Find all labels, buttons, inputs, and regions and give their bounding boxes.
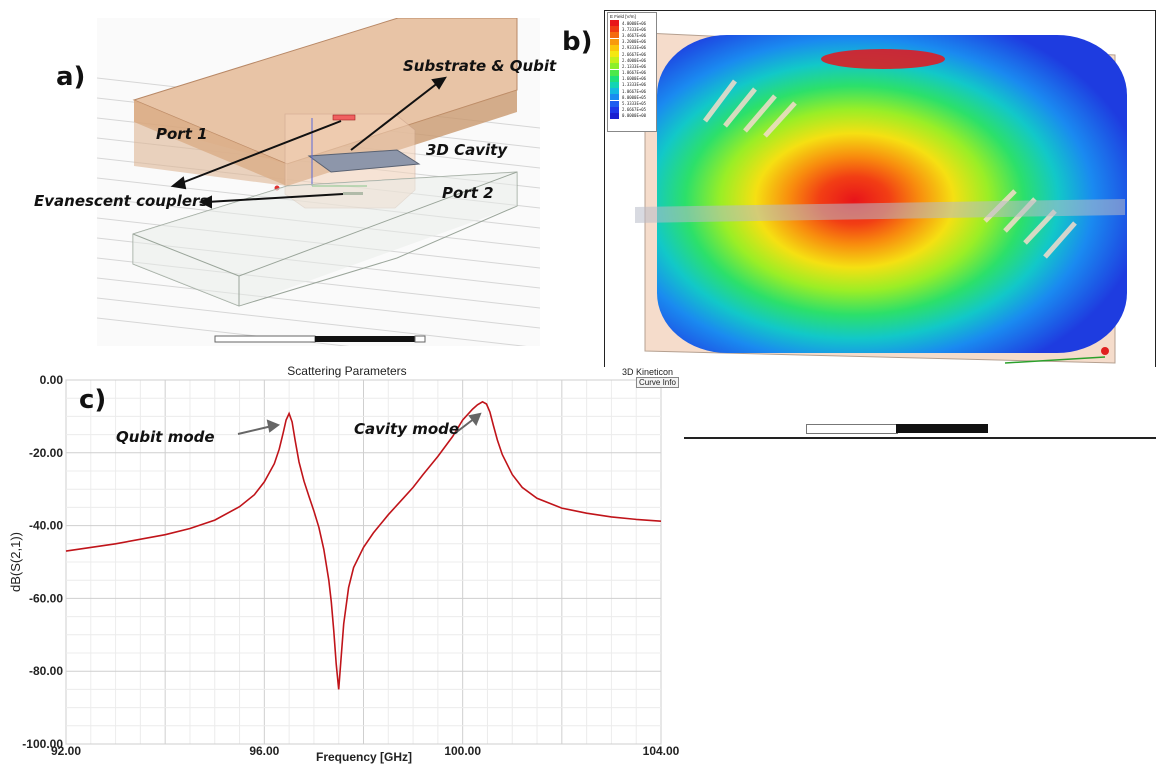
field-distribution-drawing bbox=[635, 32, 1127, 364]
substrate-slab bbox=[635, 199, 1125, 223]
legend-row: 3.7333E+06 bbox=[608, 26, 656, 33]
port2-box bbox=[132, 171, 518, 307]
legend-rows: 4.0000E+06 3.7333E+06 3.4667E+06 3.2000E+06… bbox=[608, 20, 656, 119]
legend-row: 3.4667E+06 bbox=[608, 32, 656, 39]
chart-title: Scattering Parameters bbox=[287, 364, 406, 378]
panel-c-letter: c) bbox=[79, 385, 107, 415]
app-label: 3D Kineticon bbox=[622, 367, 674, 377]
cavity-geometry-panel bbox=[97, 18, 540, 346]
field-magnitude-surface bbox=[657, 35, 1127, 353]
label-3d-cavity: 3D Cavity bbox=[426, 141, 508, 159]
legend-title: E Field [V/m] bbox=[610, 14, 636, 19]
legend-row: 2.6667E+05 bbox=[608, 106, 656, 113]
legend-swatch bbox=[610, 75, 619, 82]
legend-row: 1.6000E+06 bbox=[608, 75, 656, 82]
legend-value: 1.8667E+06 bbox=[622, 70, 647, 76]
x-tick-label: 92.00 bbox=[51, 744, 81, 758]
legend-row: 0.0000E+00 bbox=[608, 112, 656, 119]
y-tick-label: -20.00 bbox=[29, 446, 63, 460]
s21-chart: 92.00 96.00 100.00 104.00 0.00 -20.00 -40.00 -6… bbox=[8, 364, 680, 764]
y-axis-label: dB(S(2,1)) bbox=[8, 532, 23, 592]
legend-row: 4.0000E+06 bbox=[608, 20, 656, 27]
legend-swatch bbox=[610, 20, 619, 27]
legend-value: 1.3333E+06 bbox=[622, 82, 647, 88]
legend-value: 8.0000E+05 bbox=[622, 94, 647, 100]
legend-row: 2.6667E+06 bbox=[608, 51, 656, 58]
legend-value: 0.0000E+00 bbox=[622, 113, 647, 119]
legend-row: 2.1333E+06 bbox=[608, 63, 656, 70]
legend-swatch bbox=[610, 44, 619, 51]
legend-value: 2.1333E+06 bbox=[622, 63, 647, 69]
legend-swatch bbox=[610, 51, 619, 58]
legend-value: 1.6000E+06 bbox=[622, 76, 647, 82]
cavity-mode-annotation: Cavity mode bbox=[354, 420, 460, 438]
legend-value: 2.6667E+05 bbox=[622, 107, 647, 113]
field-legend: E Field [V/m] 4.0000E+06 3.7333E+06 3.4667… bbox=[607, 12, 657, 132]
legend-row: 1.3333E+06 bbox=[608, 81, 656, 88]
annotation-arrows bbox=[170, 76, 447, 209]
legend-swatch bbox=[610, 63, 619, 70]
legend-swatch bbox=[610, 100, 619, 107]
legend-swatch bbox=[610, 57, 619, 64]
legend-swatch bbox=[610, 69, 619, 76]
label-port2: Port 2 bbox=[442, 184, 494, 202]
legend-swatch bbox=[610, 32, 619, 39]
x-axis-label: Frequency [GHz] bbox=[316, 750, 412, 764]
legend-value: 5.3333E+05 bbox=[622, 101, 647, 107]
panel-a-letter: a) bbox=[56, 62, 86, 92]
legend-value: 1.0667E+06 bbox=[622, 88, 647, 94]
legend-value: 3.2000E+06 bbox=[622, 39, 647, 45]
legend-value: 2.9333E+06 bbox=[622, 45, 647, 51]
axis-line bbox=[1004, 356, 1106, 364]
chart-grid bbox=[65, 379, 662, 745]
y-tick-label: -100.00 bbox=[22, 737, 63, 751]
mode-annotation-arrows bbox=[237, 412, 482, 435]
y-tick-label: -80.00 bbox=[29, 664, 63, 678]
legend-value: 3.7333E+06 bbox=[622, 26, 647, 32]
scale-bar bbox=[214, 335, 426, 343]
legend-swatch bbox=[610, 26, 619, 33]
label-port1: Port 1 bbox=[156, 125, 208, 143]
x-tick-label: 104.00 bbox=[643, 744, 680, 758]
legend-swatch bbox=[610, 94, 619, 101]
field-contour-gaps bbox=[703, 79, 1077, 259]
coupler-hotspot bbox=[821, 49, 945, 69]
legend-row: 2.4000E+06 bbox=[608, 57, 656, 64]
legend-swatch bbox=[610, 88, 619, 95]
panel-b-scale-bar-white bbox=[806, 424, 898, 434]
panel-b-letter: b) bbox=[562, 27, 593, 57]
y-tick-label: 0.00 bbox=[40, 373, 64, 387]
axis-origin-marker bbox=[1101, 347, 1109, 355]
y-tick-label: -60.00 bbox=[29, 591, 63, 605]
cavity-geometry-drawing bbox=[97, 18, 540, 346]
legend-row: 1.8667E+06 bbox=[608, 69, 656, 76]
y-tick-label: -40.00 bbox=[29, 519, 63, 533]
legend-row: 2.9333E+06 bbox=[608, 44, 656, 51]
legend-value: 2.6667E+06 bbox=[622, 51, 647, 57]
legend-value: 3.4667E+06 bbox=[622, 32, 647, 38]
legend-swatch bbox=[610, 81, 619, 88]
curve-info-button[interactable]: Curve Info bbox=[636, 377, 679, 388]
label-evanescent-couplers: Evanescent couplers bbox=[34, 192, 209, 210]
panel-b-scale-bar-black bbox=[896, 424, 988, 433]
legend-row: 8.0000E+05 bbox=[608, 94, 656, 101]
legend-swatch bbox=[610, 106, 619, 113]
label-substrate-qubit: Substrate & Qubit bbox=[403, 57, 557, 75]
chart-ticks: 92.00 96.00 100.00 104.00 0.00 -20.00 -40.00 -6… bbox=[22, 373, 679, 758]
legend-row: 5.3333E+05 bbox=[608, 100, 656, 107]
legend-value: 2.4000E+06 bbox=[622, 57, 647, 63]
legend-row: 1.0667E+06 bbox=[608, 88, 656, 95]
field-distribution-panel bbox=[604, 10, 1156, 367]
legend-swatch bbox=[610, 38, 619, 45]
panel-b-divider bbox=[684, 437, 1156, 439]
x-tick-label: 100.00 bbox=[444, 744, 481, 758]
legend-value: 4.0000E+06 bbox=[622, 20, 647, 26]
legend-swatch bbox=[610, 112, 619, 119]
legend-row: 3.2000E+06 bbox=[608, 38, 656, 45]
qubit-mode-annotation: Qubit mode bbox=[116, 428, 215, 446]
s21-curve bbox=[65, 400, 662, 690]
x-tick-label: 96.00 bbox=[249, 744, 279, 758]
